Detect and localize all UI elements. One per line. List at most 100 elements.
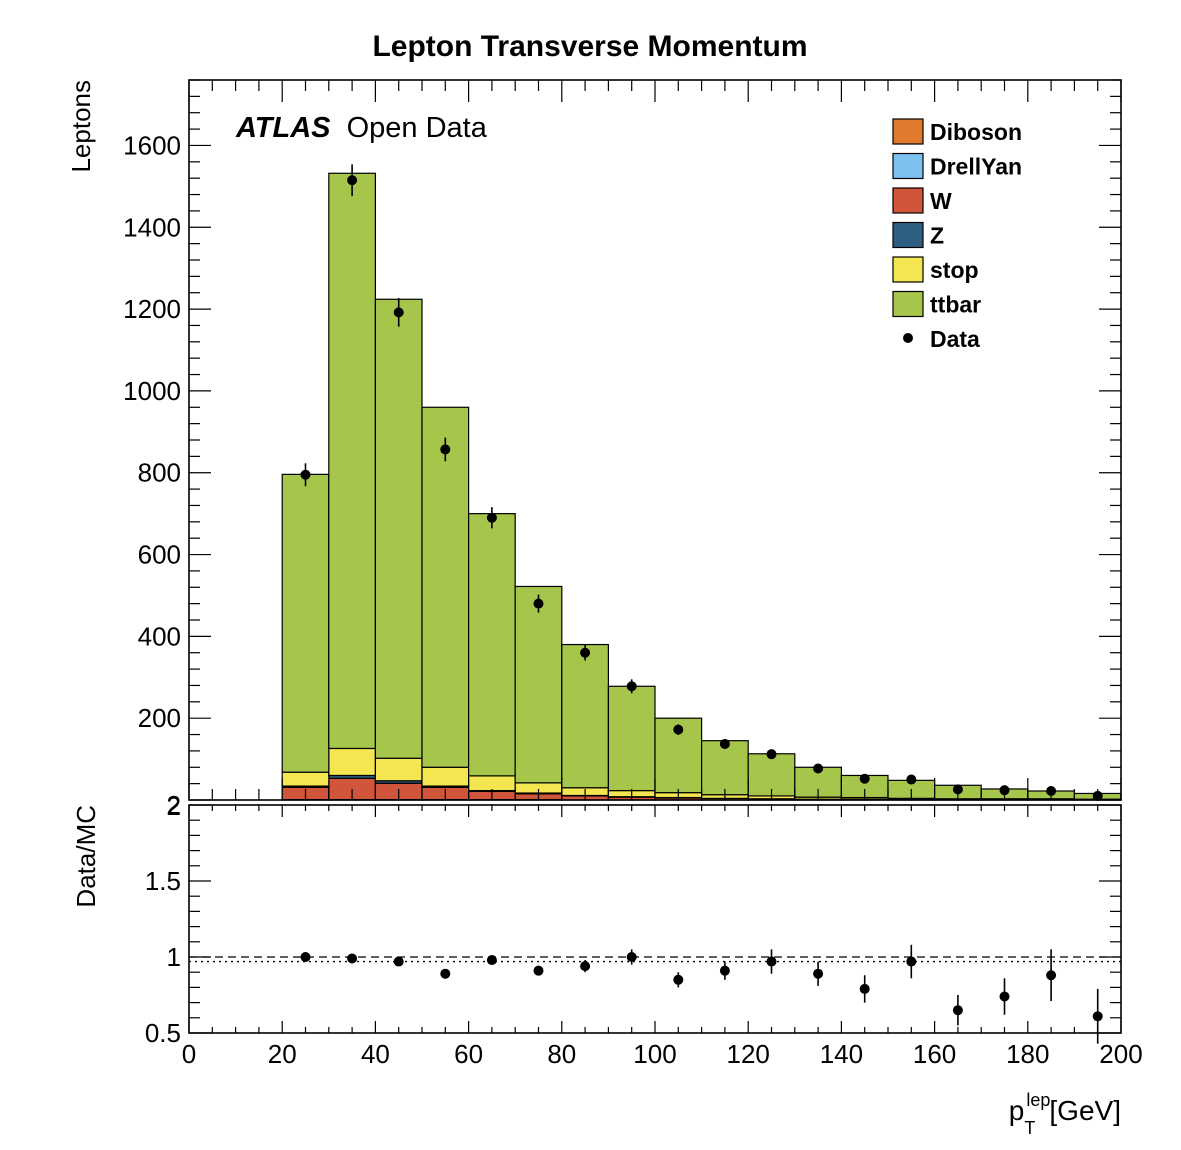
data-point-1	[347, 175, 358, 186]
legend-swatch-diboson	[892, 118, 924, 145]
ratio-point-5	[533, 965, 544, 976]
x-axis-label-sub: T	[1024, 1118, 1035, 1138]
y-axis-label-top: Leptons	[66, 80, 96, 173]
data-point-7	[626, 681, 637, 692]
data-point-9	[719, 738, 730, 749]
x-tick-label-200: 200	[1099, 1039, 1142, 1069]
data-point-4	[486, 512, 497, 523]
y-tick-label-top-600: 600	[138, 540, 181, 570]
ratio-point-15	[999, 991, 1010, 1002]
ratio-point-8	[673, 974, 684, 985]
data-point-10	[766, 749, 777, 760]
y-tick-label-top-200: 200	[138, 703, 181, 733]
ratio-point-11	[813, 968, 824, 979]
bar-stop-4	[468, 775, 516, 792]
data-point-8	[673, 724, 684, 735]
ratio-point-16	[1046, 970, 1057, 981]
x-tick-label-20: 20	[268, 1039, 297, 1069]
legend-label-stop: stop	[930, 257, 979, 283]
atlas-label-bold: ATLAS	[235, 112, 331, 144]
x-axis-label-unit: [GeV]	[1049, 1095, 1121, 1126]
y-tick-label-bottom-0: 0.5	[145, 1018, 181, 1048]
legend-label-w: W	[930, 188, 952, 214]
bar-ttbar-7	[607, 685, 656, 792]
x-tick-label-0: 0	[182, 1039, 196, 1069]
bar-ttbar-10	[747, 753, 796, 797]
ratio-point-0	[300, 952, 311, 962]
y-tick-label-top-800: 800	[138, 458, 181, 488]
legend-swatch-ttbar	[892, 290, 924, 318]
ratio-point-1	[347, 953, 358, 964]
ratio-point-9	[719, 965, 730, 976]
chart-title: Lepton Transverse Momentum	[372, 30, 807, 63]
data-point-5	[533, 598, 544, 609]
legend-label-diboson: Diboson	[930, 119, 1022, 145]
x-tick-label-100: 100	[633, 1039, 676, 1069]
data-point-2	[393, 307, 404, 318]
bar-stop-0	[281, 771, 330, 787]
atlas-label: ATLAS Open Data	[235, 112, 488, 144]
data-point-3	[440, 444, 451, 455]
legend-swatch-z	[892, 221, 924, 249]
y-tick-label-top-1600: 1600	[123, 130, 181, 160]
x-tick-label-40: 40	[361, 1039, 390, 1069]
ratio-point-2	[393, 956, 404, 967]
legend-label-z: Z	[930, 223, 944, 249]
bar-ttbar-6	[561, 643, 609, 789]
y-tick-label-bottom-3: 2	[167, 790, 181, 820]
y-tick-label-bottom-1: 1	[167, 942, 181, 972]
bar-ttbar-2	[374, 298, 423, 759]
bar-ttbar-1	[328, 172, 376, 750]
bar-stop-1	[328, 747, 376, 777]
atlas-label-text: Open Data	[347, 112, 488, 144]
data-point-11	[813, 763, 824, 774]
x-axis-label-main: p	[1009, 1095, 1025, 1126]
bar-stop-3	[421, 766, 470, 787]
y-tick-label-top-1000: 1000	[123, 376, 181, 406]
legend-label-ttbar: ttbar	[930, 292, 981, 318]
x-axis-label-sup: lep	[1026, 1090, 1050, 1110]
legend-swatch-w	[892, 187, 924, 214]
ratio-point-12	[859, 983, 870, 994]
ratio-point-17	[1092, 1011, 1103, 1022]
legend-label-data: Data	[930, 326, 980, 352]
ratio-point-6	[580, 961, 591, 972]
x-axis-label: p lep T [GeV]	[1009, 1090, 1121, 1138]
legend-marker-data	[903, 333, 913, 343]
bar-ttbar-0	[281, 473, 330, 773]
x-tick-label-80: 80	[547, 1039, 576, 1069]
y-axis-label-bottom: Data/MC	[71, 805, 101, 908]
x-tick-label-180: 180	[1006, 1039, 1049, 1069]
x-tick-label-160: 160	[913, 1039, 956, 1069]
bar-ttbar-4	[468, 513, 516, 777]
legend-label-drellyan: DrellYan	[930, 154, 1022, 180]
y-tick-label-top-1400: 1400	[123, 212, 181, 242]
bar-stop-2	[374, 757, 423, 782]
x-tick-label-60: 60	[454, 1039, 483, 1069]
x-tick-label-140: 140	[820, 1039, 863, 1069]
y-tick-label-bottom-2: 1.5	[145, 866, 181, 896]
bar-ttbar-3	[421, 406, 470, 768]
ratio-point-10	[766, 956, 777, 967]
bottom-panel: 0 20 40 60 80 100 120 140 160 180 200 0.5 1 1.5 2	[145, 790, 1143, 1069]
data-point-6	[580, 647, 591, 658]
data-point-13	[906, 774, 917, 785]
legend-swatch-drellyan	[892, 152, 924, 180]
y-tick-label-top-1200: 1200	[123, 294, 181, 324]
ratio-point-13	[906, 956, 917, 967]
top-panel: 200 400 600 800 1000 1200 1400 1600 2	[123, 79, 1122, 821]
data-point-0	[300, 469, 311, 480]
legend-swatch-stop	[892, 256, 924, 283]
data-point-12	[859, 773, 870, 784]
ratio-point-4	[486, 955, 497, 966]
y-tick-label-top-400: 400	[138, 621, 181, 651]
ratio-point-7	[626, 952, 637, 962]
y-tick-label-top-zero: 2	[167, 791, 181, 821]
bottom-panel-frame	[188, 804, 1122, 1034]
x-tick-label-120: 120	[727, 1039, 770, 1069]
ratio-point-3	[440, 968, 451, 979]
ratio-point-14	[952, 1005, 963, 1016]
bar-ttbar-5	[514, 585, 563, 784]
